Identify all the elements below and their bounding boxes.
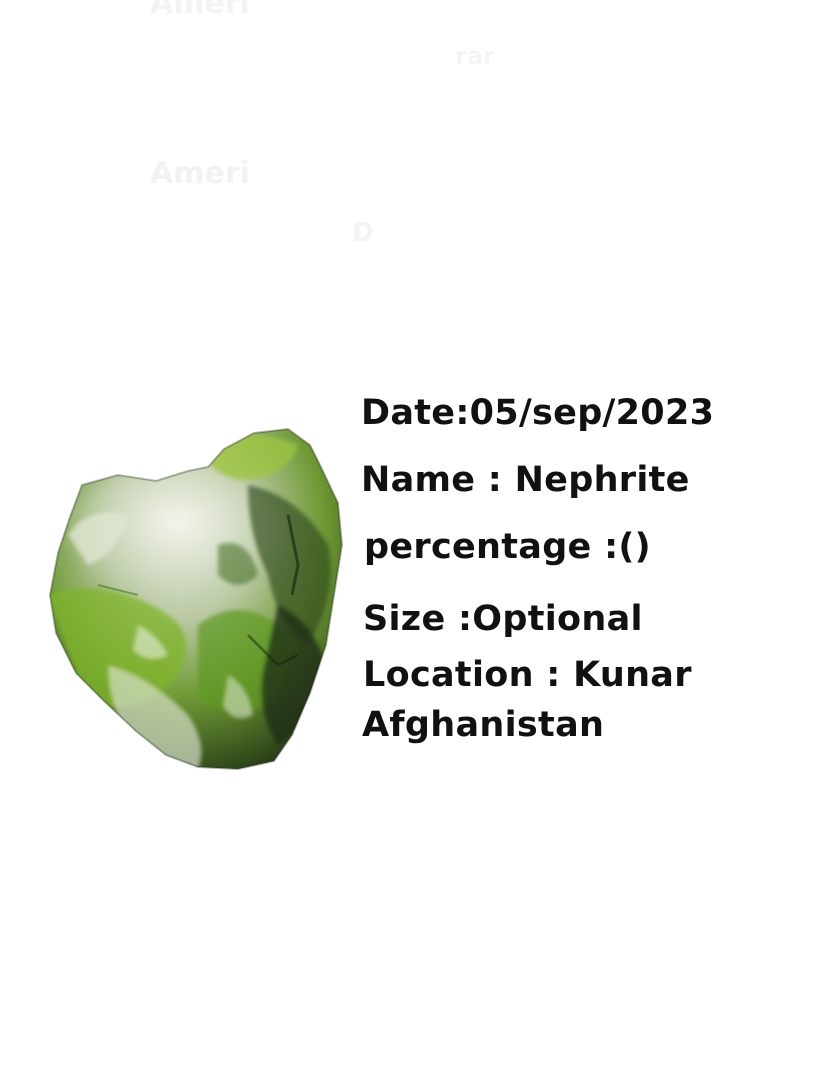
- nephrite-stone-image: [48, 427, 344, 771]
- date-label: Date:05/sep/2023: [361, 393, 715, 433]
- location-label: Location : Kunar: [363, 655, 692, 695]
- faded-background-text: Ameri: [150, 156, 250, 191]
- size-label: Size :Optional: [363, 599, 643, 639]
- faded-background-text: Ameri: [150, 0, 250, 21]
- faded-background-text: rar: [455, 42, 495, 70]
- name-label: Name : Nephrite: [361, 460, 690, 500]
- location-country: Afghanistan: [362, 705, 605, 745]
- percentage-label: percentage :(): [364, 527, 651, 567]
- faded-background-text: D: [352, 218, 374, 248]
